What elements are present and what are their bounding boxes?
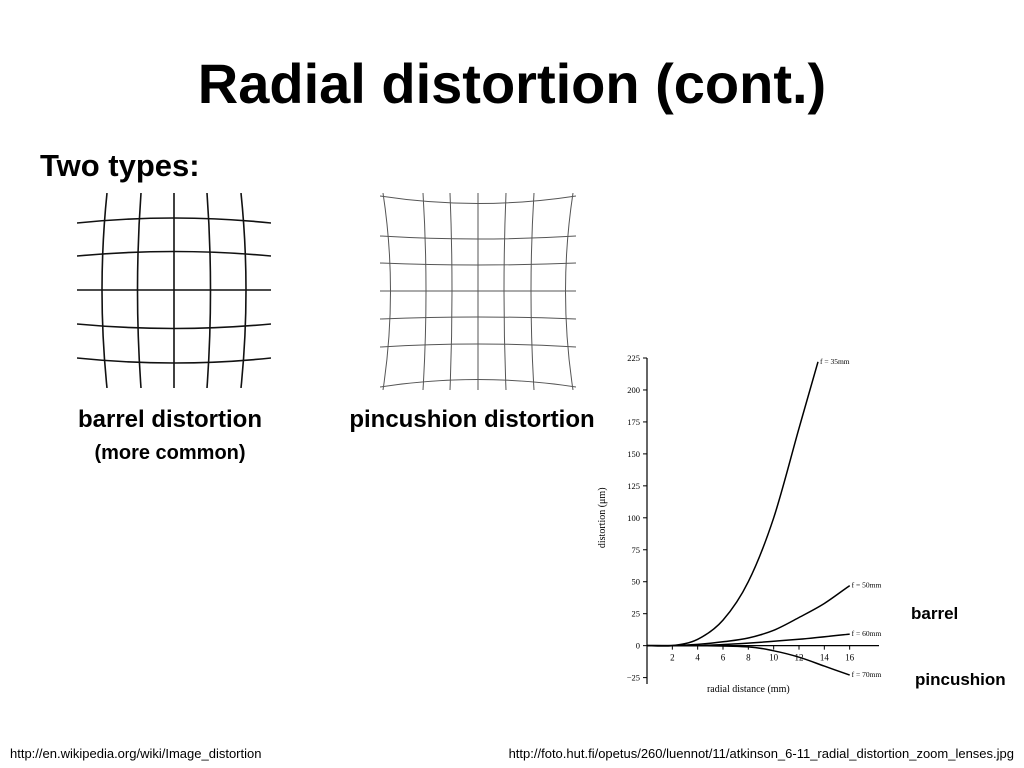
pincushion-caption: pincushion distortion: [349, 406, 595, 433]
x-tick-label: 8: [746, 653, 751, 663]
series-label-3: f = 60mm: [852, 629, 882, 638]
slide-title: Radial distortion (cont.): [197, 52, 827, 115]
x-axis-label: radial distance (mm): [707, 684, 790, 695]
barrel-label: barrel: [911, 604, 959, 623]
slide-subtitle: Two types:: [40, 148, 200, 183]
x-tick-label: 4: [695, 653, 700, 663]
y-tick-label: 175: [627, 417, 640, 427]
x-tick-label: 10: [769, 653, 779, 663]
barrel-caption: barrel distortion: [77, 406, 263, 433]
y-tick-label: 100: [627, 513, 640, 523]
chart-series: [646, 361, 851, 676]
x-tick-label: 6: [721, 653, 726, 663]
y-tick-label: 125: [627, 481, 640, 491]
y-tick-label: 150: [627, 449, 640, 459]
series-line-1: [646, 361, 819, 647]
source-link-atkinson[interactable]: http://foto.hut.fi/opetus/260/luennot/11…: [508, 746, 1014, 761]
series-label-1: f = 35mm: [820, 357, 850, 366]
y-tick-label: −25: [627, 673, 640, 683]
pincushion-distortion-grid: [380, 193, 576, 390]
y-tick-label: 225: [627, 353, 640, 363]
series-line-4: [646, 644, 850, 676]
y-tick-label: 50: [632, 577, 641, 587]
pincushion-label: pincushion: [915, 670, 1006, 689]
y-tick-label: 0: [636, 641, 640, 651]
x-tick-label: 14: [820, 653, 830, 663]
series-label-4: f = 70mm: [852, 670, 882, 679]
y-tick-label: 75: [632, 545, 641, 555]
series-label-2: f = 50mm: [852, 581, 882, 590]
x-tick-label: 2: [670, 653, 675, 663]
barrel-subcaption: (more common): [94, 442, 246, 464]
source-link-wikipedia[interactable]: http://en.wikipedia.org/wiki/Image_disto…: [10, 746, 262, 761]
y-axis-label: distortion (μm): [597, 487, 608, 548]
x-tick-label: 16: [845, 653, 855, 663]
y-tick-label: 25: [632, 609, 641, 619]
chart-labels: radial distance (mm) distortion (μm) f = 3…: [597, 357, 881, 695]
y-tick-label: 200: [627, 385, 640, 395]
series-line-3: [646, 633, 850, 647]
barrel-distortion-grid: [77, 193, 271, 388]
